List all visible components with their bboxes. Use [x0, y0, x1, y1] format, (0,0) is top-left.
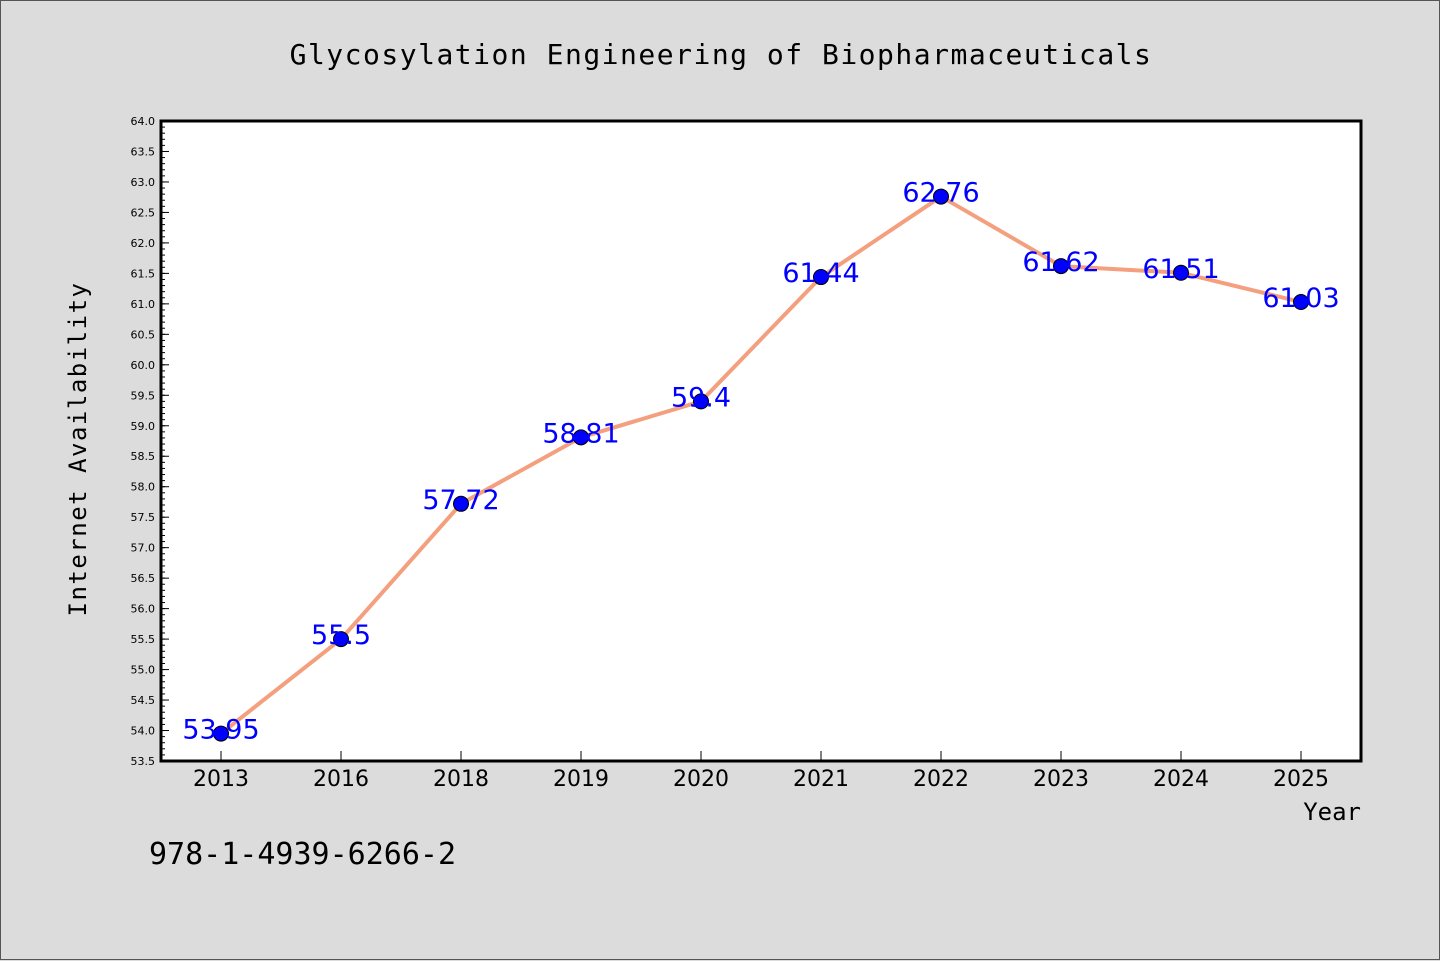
x-tick-label: 2021 [793, 767, 849, 792]
data-point-marker [813, 269, 829, 286]
data-point-marker [693, 393, 709, 410]
x-tick-label: 2023 [1033, 767, 1089, 792]
x-axis-label: Year [1303, 798, 1361, 826]
data-label: 62.76 [902, 178, 979, 209]
data-point-marker [1293, 294, 1309, 311]
y-tick-label: 61.5 [131, 267, 156, 280]
y-tick-label: 59.5 [131, 389, 156, 402]
data-label: 58.81 [542, 418, 619, 449]
data-label: 53.95 [182, 715, 259, 746]
y-tick-label: 57.0 [131, 542, 156, 555]
y-tick-label: 64.0 [131, 115, 156, 128]
y-tick-label: 57.5 [131, 511, 156, 524]
data-label: 57.72 [422, 485, 499, 516]
y-tick-label: 59.0 [131, 420, 156, 433]
data-label: 55.5 [311, 620, 371, 651]
chart-title: Glycosylation Engineering of Biopharmace… [290, 38, 1153, 71]
y-tick-label: 62.5 [131, 206, 156, 219]
x-tick-label: 2022 [913, 767, 969, 792]
data-label: 61.03 [1262, 283, 1339, 314]
y-tick-label: 60.0 [131, 359, 156, 372]
y-tick-label: 54.5 [131, 694, 156, 707]
y-tick-label: 55.0 [131, 664, 156, 677]
x-axis: 2013 2016 2018 2019 2020 2021 2022 2023 2024 2025 [193, 751, 1329, 792]
data-point-marker [453, 495, 469, 512]
y-tick-label: 62.0 [131, 237, 156, 250]
data-point-marker [213, 725, 229, 742]
x-tick-label: 2016 [313, 767, 369, 792]
isbn-caption: 978-1-4939-6266-2 [149, 837, 456, 872]
y-tick-label: 60.5 [131, 328, 156, 341]
data-point-marker [933, 188, 949, 205]
y-tick-label: 63.0 [131, 176, 156, 189]
x-tick-label: 2018 [433, 767, 489, 792]
x-tick-label: 2024 [1153, 767, 1209, 792]
data-label: 61.44 [782, 258, 859, 289]
y-axis-label: Internet Availability [64, 282, 92, 617]
data-label: 59.4 [671, 382, 731, 413]
x-tick-label: 2013 [193, 767, 249, 792]
data-point-marker [1053, 258, 1069, 275]
series-line-group: 53.95 55.5 57.72 58.81 59.4 61.44 62.76 61.62 61… [182, 178, 1339, 746]
y-tick-label: 61.0 [131, 298, 156, 311]
y-tick-label: 58.5 [131, 450, 156, 463]
plot-area [159, 119, 1363, 763]
y-tick-label: 53.5 [131, 755, 156, 768]
data-label: 61.62 [1022, 247, 1099, 278]
y-tick-label: 58.0 [131, 481, 156, 494]
data-point-marker [1173, 264, 1189, 281]
data-point-marker [333, 631, 349, 648]
data-point-marker [573, 429, 589, 446]
y-tick-label: 56.5 [131, 572, 156, 585]
y-tick-label: 55.5 [131, 633, 156, 646]
x-tick-label: 2025 [1273, 767, 1329, 792]
y-tick-label: 56.0 [131, 603, 156, 616]
y-tick-label: 54.0 [131, 725, 156, 738]
y-tick-label: 63.5 [131, 145, 156, 158]
x-tick-label: 2020 [673, 767, 729, 792]
series-line [219, 194, 1303, 736]
y-axis: 53.5 54.0 54.5 55.0 55.5 56.0 56.5 57.0 57.5 58.0… [131, 115, 169, 768]
data-label: 61.51 [1142, 254, 1219, 285]
x-tick-label: 2019 [553, 767, 609, 792]
